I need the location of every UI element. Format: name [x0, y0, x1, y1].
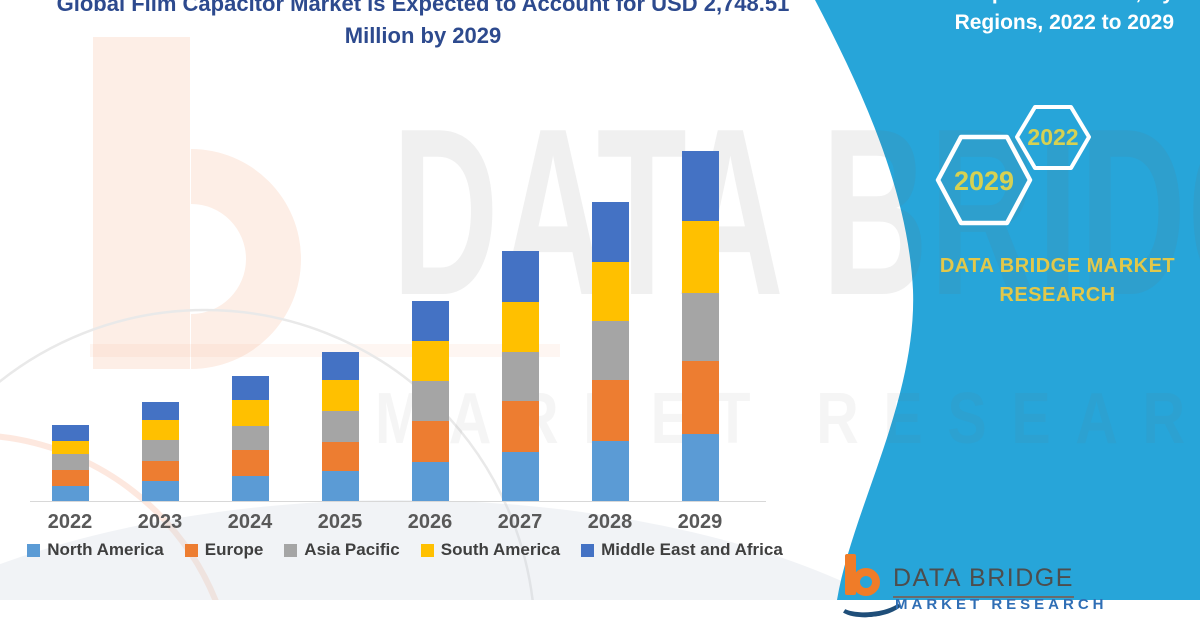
watermark-b-stem — [93, 37, 190, 369]
brand-text: DATA BRIDGE MARKET RESEARCH — [925, 252, 1190, 310]
hexagon-2029-label: 2029 — [953, 166, 1015, 196]
legend-item-south-america: South America — [420, 540, 561, 560]
right-panel-title-line2: Regions, 2022 to 2029 — [954, 11, 1174, 34]
brand-text-line2: RESEARCH — [999, 284, 1116, 306]
company-logo: DATA BRIDGE MARKET RESEARCH — [834, 550, 1156, 621]
hexagon-2022-label: 2022 — [1027, 124, 1079, 150]
chart-title: Global Film Capacitor Market is Expected… — [28, 0, 818, 52]
brand-text-line1: DATA BRIDGE MARKET — [939, 255, 1176, 277]
x-axis-label-2022: 2022 — [47, 511, 93, 533]
x-axis-label-2025: 2025 — [317, 511, 363, 533]
x-axis-label-2023: 2023 — [137, 511, 183, 533]
legend-item-middle-east-and-africa: Middle East and Africa — [581, 540, 783, 560]
legend-item-north-america: North America — [27, 540, 164, 560]
chart-title-line1: Global Film Capacitor Market is Expected… — [56, 0, 790, 16]
legend-item-europe: Europe — [184, 540, 264, 560]
hexagon-badges — [935, 105, 1091, 226]
watermark-b-bowl — [191, 149, 301, 369]
legend-swatch-icon — [184, 543, 198, 557]
legend-item-asia-pacific: Asia Pacific — [284, 540, 400, 560]
hexagon-2022-outline — [1015, 105, 1091, 170]
x-axis-line — [30, 501, 766, 502]
chart-legend: North America Europe Asia Pacific South Ame… — [27, 540, 783, 560]
x-axis-label-2027: 2027 — [497, 511, 543, 533]
watermark-text-row2: MARKET RESEARCH — [375, 379, 1200, 459]
legend-label: Europe — [204, 540, 264, 559]
legend-label: North America — [47, 540, 164, 559]
watermark-circle-outline — [0, 308, 534, 600]
x-axis-label-2028: 2028 — [587, 511, 633, 533]
legend-swatch-icon — [284, 543, 298, 557]
hexagon-2029-outline — [935, 134, 1033, 226]
right-panel-title-line1: Global Film Capacitor Market, By — [845, 0, 1174, 8]
x-axis-label-2026: 2026 — [407, 511, 453, 533]
logo-b-icon — [845, 554, 856, 595]
x-axis-label-2029: 2029 — [677, 511, 723, 533]
logo-b-bowl-icon — [852, 568, 880, 596]
legend-label: Middle East and Africa — [601, 540, 783, 559]
right-panel-title: Global Film Capacitor Market, By Regions… — [845, 0, 1174, 38]
legend-label: Asia Pacific — [304, 540, 400, 559]
watermark-text-row1: DATA BRIDGE — [392, 80, 1200, 345]
watermark-bottom-band — [0, 500, 881, 600]
logo-subtitle: MARKET RESEARCH — [895, 596, 1108, 613]
legend-swatch-icon — [27, 543, 41, 557]
legend-swatch-icon — [581, 543, 595, 557]
logo-name: DATA BRIDGE — [893, 564, 1074, 598]
legend-swatch-icon — [420, 543, 434, 557]
cyan-curve-shape — [815, 0, 1200, 600]
x-axis-label-2024: 2024 — [227, 511, 273, 533]
right-panel-background — [815, 0, 1200, 600]
legend-label: South America — [440, 540, 561, 559]
chart-title-line2: Million by 2029 — [344, 23, 502, 48]
